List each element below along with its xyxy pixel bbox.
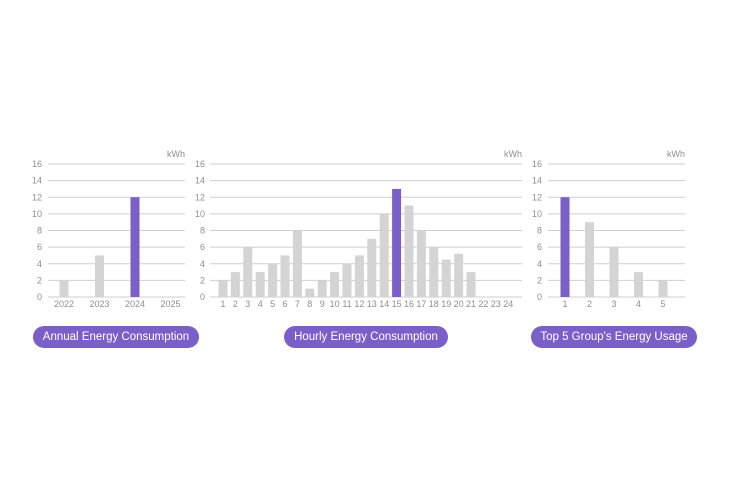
hourly-y-tick-label: 8 [200, 226, 205, 236]
hourly-x-tick-label: 19 [441, 299, 451, 309]
annual-y-tick-label: 4 [37, 259, 42, 269]
annual-bar-2024 [130, 197, 140, 297]
hourly-bar-5 [268, 263, 278, 297]
top5-y-tick-label: 16 [532, 159, 542, 169]
hourly-x-tick-label: 6 [282, 299, 287, 309]
hourly-x-tick-label: 5 [270, 299, 275, 309]
annual-y-tick-label: 6 [37, 242, 42, 252]
hourly-x-tick-label: 20 [454, 299, 464, 309]
hourly-bar-7 [292, 230, 302, 297]
hourly-y-tick-label: 12 [195, 192, 205, 202]
hourly-y-tick-label: 14 [195, 176, 205, 186]
hourly-bar-21 [466, 272, 476, 297]
annual-bar-2022 [59, 280, 69, 297]
hourly-x-tick-label: 10 [330, 299, 340, 309]
annual-unit-label: kWh [167, 149, 185, 159]
top5-x-tick-label: 3 [611, 299, 616, 309]
top5-y-tick-label: 2 [537, 275, 542, 285]
hourly-bar-1 [218, 280, 228, 297]
top5-x-tick-label: 2 [587, 299, 592, 309]
hourly-x-tick-label: 8 [307, 299, 312, 309]
hourly-y-tick-label: 6 [200, 242, 205, 252]
hourly-bar-6 [280, 255, 290, 297]
hourly-bar-9 [317, 280, 327, 297]
hourly-x-tick-label: 2 [233, 299, 238, 309]
annual-y-tick-label: 16 [32, 159, 42, 169]
hourly-bar-8 [305, 288, 315, 297]
top5-y-tick-label: 10 [532, 209, 542, 219]
top5-bar-3 [609, 247, 619, 297]
hourly-bar-20 [454, 253, 464, 297]
top5-y-tick-label: 12 [532, 192, 542, 202]
top5-x-tick-label: 5 [660, 299, 665, 309]
top5-y-tick-label: 8 [537, 226, 542, 236]
hourly-bar-17 [416, 230, 426, 297]
hourly-y-tick-label: 0 [200, 292, 205, 302]
hourly-x-tick-label: 4 [258, 299, 263, 309]
hourly-bar-11 [342, 263, 352, 297]
annual-y-tick-label: 14 [32, 176, 42, 186]
top5-y-tick-label: 14 [532, 176, 542, 186]
hourly-x-tick-label: 17 [416, 299, 426, 309]
hourly-x-tick-label: 14 [379, 299, 389, 309]
hourly-x-tick-label: 16 [404, 299, 414, 309]
annual-y-tick-label: 0 [37, 292, 42, 302]
hourly-bar-15 [392, 188, 402, 297]
hourly-x-tick-label: 11 [342, 299, 351, 309]
annual-bar-2023 [95, 255, 104, 297]
top5-bar-2 [585, 222, 594, 297]
hourly-x-tick-label: 21 [466, 299, 476, 309]
hourly-bar-13 [367, 238, 377, 297]
hourly-x-tick-label: 18 [429, 299, 439, 309]
hourly-unit-label: kWh [504, 149, 522, 159]
hourly-bar-4 [255, 272, 265, 297]
annual-y-tick-label: 2 [37, 275, 42, 285]
top5-y-tick-label: 0 [537, 292, 542, 302]
hourly-x-tick-label: 23 [491, 299, 501, 309]
hourly-x-tick-label: 12 [354, 299, 364, 309]
top5-y-tick-label: 4 [537, 259, 542, 269]
hourly-x-tick-label: 15 [392, 299, 402, 309]
annual-energy-consumption-label: Annual Energy Consumption [33, 326, 199, 348]
annual-x-tick-label: 2023 [89, 299, 109, 309]
hourly-y-tick-label: 16 [195, 159, 205, 169]
top5-y-tick-label: 6 [537, 242, 542, 252]
top5-unit-label: kWh [667, 149, 685, 159]
hourly-bar-10 [330, 272, 340, 297]
hourly-x-tick-label: 13 [367, 299, 377, 309]
annual-y-tick-label: 8 [37, 226, 42, 236]
annual-x-tick-label: 2025 [160, 299, 180, 309]
annual-x-tick-label: 2022 [54, 299, 74, 309]
hourly-y-tick-label: 4 [200, 259, 205, 269]
top5-bar-5 [658, 280, 668, 297]
hourly-x-tick-label: 7 [295, 299, 300, 309]
top5-bar-1 [560, 197, 570, 297]
hourly-y-tick-label: 2 [200, 275, 205, 285]
hourly-bar-2 [230, 272, 240, 297]
hourly-x-tick-label: 1 [220, 299, 225, 309]
hourly-x-tick-label: 24 [503, 299, 513, 309]
hourly-bar-19 [441, 259, 451, 297]
top5-x-tick-label: 1 [562, 299, 567, 309]
hourly-x-tick-label: 22 [478, 299, 488, 309]
annual-y-tick-label: 10 [32, 209, 42, 219]
top5-group-energy-usage-label: Top 5 Group's Energy Usage [531, 326, 697, 348]
annual-y-tick-label: 12 [32, 192, 42, 202]
hourly-bar-14 [379, 213, 389, 297]
top5-bar-4 [634, 272, 643, 297]
hourly-bar-18 [429, 247, 439, 297]
annual-x-tick-label: 2024 [125, 299, 145, 309]
hourly-y-tick-label: 10 [195, 209, 205, 219]
hourly-x-tick-label: 9 [320, 299, 325, 309]
hourly-bar-3 [243, 247, 253, 297]
hourly-x-tick-label: 3 [245, 299, 250, 309]
hourly-bar-12 [354, 255, 364, 297]
hourly-bar-16 [404, 205, 414, 297]
hourly-energy-consumption-label: Hourly Energy Consumption [284, 326, 448, 348]
top5-x-tick-label: 4 [636, 299, 641, 309]
